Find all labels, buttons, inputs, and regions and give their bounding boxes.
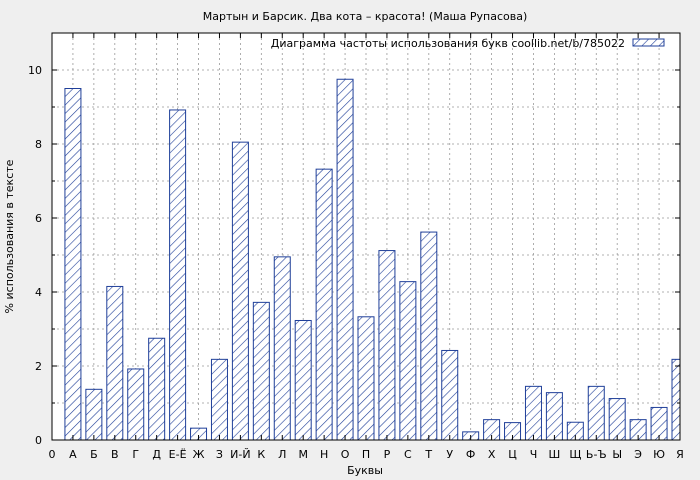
x-tick-label: Н <box>320 448 328 461</box>
x-tick-label: Д <box>152 448 161 461</box>
x-tick-label: Л <box>278 448 286 461</box>
x-axis-label: Буквы <box>347 464 383 477</box>
bars <box>64 78 681 441</box>
x-tick-label: Ф <box>466 448 475 461</box>
bar <box>169 109 187 441</box>
bar <box>127 368 145 441</box>
x-tick-label: У <box>446 448 453 461</box>
legend-label: Диаграмма частоты использования букв coo… <box>271 37 625 50</box>
x-tick-label: Г <box>132 448 139 461</box>
bar <box>231 141 249 441</box>
bar <box>357 316 375 441</box>
y-tick-label: 0 <box>35 434 42 447</box>
bar <box>587 385 605 441</box>
x-axis-ticks: 0 А Б В Г Д Е-Ё Ж З И-Й К Л М Н О П Р С Т У Ф Х Ц Ч Ш Щ Ь-Ъ Ы Э Ю Я <box>49 33 684 461</box>
x-tick-label: Э <box>634 448 642 461</box>
bar <box>608 398 626 441</box>
x-tick-label: И-Й <box>230 448 250 461</box>
x-tick-label: П <box>362 448 370 461</box>
x-tick-label: С <box>404 448 412 461</box>
y-tick-label: 8 <box>35 138 42 151</box>
y-tick-label: 6 <box>35 212 42 225</box>
x-tick-label: Х <box>488 448 496 461</box>
x-tick-label: Б <box>90 448 98 461</box>
x-tick-label: Ч <box>530 448 538 461</box>
bar <box>524 385 542 441</box>
x-tick-label: М <box>298 448 308 461</box>
y-tick-label: 10 <box>28 64 42 77</box>
bar <box>64 88 82 441</box>
x-tick-label: Е-Ё <box>169 448 187 461</box>
x-tick-label: Ж <box>193 448 205 461</box>
legend: Диаграмма частоты использования букв coo… <box>271 37 665 50</box>
x-tick-label: Ы <box>612 448 622 461</box>
x-tick-label: В <box>111 448 119 461</box>
x-tick-label: Ш <box>549 448 561 461</box>
legend-swatch <box>632 38 665 47</box>
bar <box>378 250 396 441</box>
x-tick-label: З <box>216 448 223 461</box>
x-tick-label: Щ <box>569 448 581 461</box>
bar <box>399 281 417 441</box>
x-tick-label: 0 <box>49 448 56 461</box>
bar <box>671 358 681 441</box>
x-tick-label: А <box>69 448 77 461</box>
x-tick-label: О <box>341 448 350 461</box>
y-axis-ticks: 0 2 4 6 8 10 <box>28 32 680 447</box>
y-tick-label: 4 <box>35 286 42 299</box>
x-tick-label: К <box>257 448 265 461</box>
bar <box>252 301 270 441</box>
bar <box>336 78 354 441</box>
x-tick-label: Ь-Ъ <box>586 448 607 461</box>
bar <box>420 231 438 441</box>
bar <box>273 256 291 441</box>
x-tick-label: Р <box>384 448 391 461</box>
bar <box>294 319 312 441</box>
bar <box>85 388 103 441</box>
x-tick-label: Т <box>424 448 432 461</box>
x-tick-label: Ц <box>508 448 517 461</box>
bar <box>545 392 563 441</box>
bar <box>148 337 166 441</box>
x-tick-label: Ю <box>653 448 665 461</box>
bar <box>315 168 333 441</box>
bar <box>210 358 228 441</box>
y-axis-label: % использования в тексте <box>3 159 16 313</box>
y-tick-label: 2 <box>35 360 42 373</box>
x-tick-label: Я <box>676 448 684 461</box>
bar <box>106 285 124 441</box>
bar <box>441 349 459 441</box>
chart-title: Мартын и Барсик. Два кота – красота! (Ма… <box>203 10 527 23</box>
